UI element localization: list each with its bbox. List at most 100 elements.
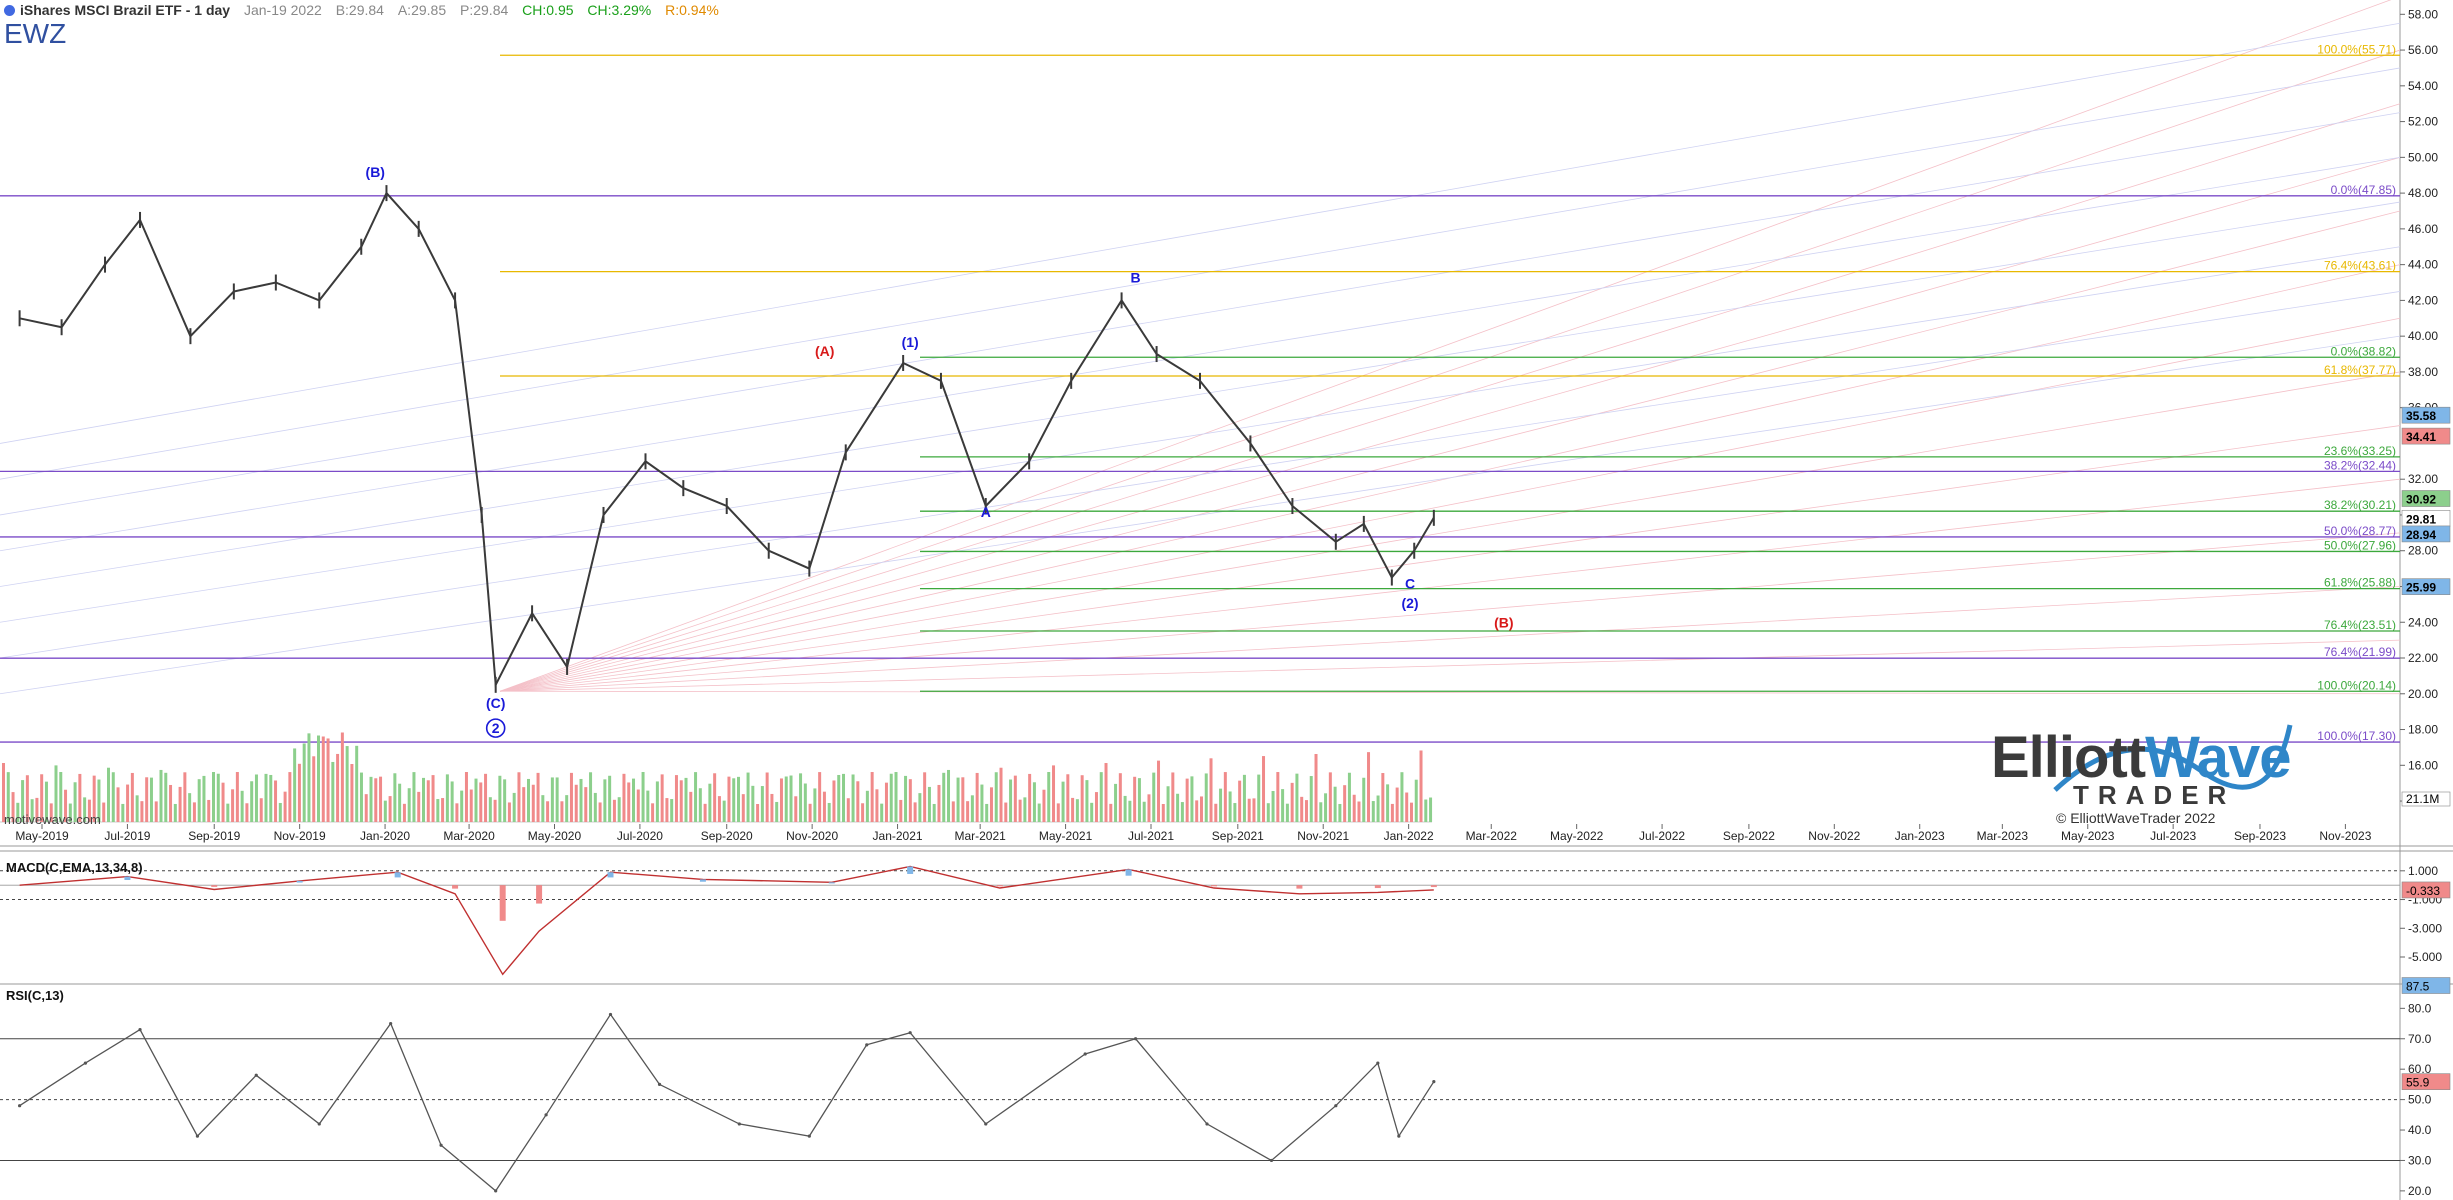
- volume-bar-16: [78, 773, 82, 822]
- price-marker-label-0: 34.41: [2406, 430, 2436, 444]
- volume-bar-72: [345, 746, 349, 822]
- watermark: motivewave.com: [4, 812, 101, 827]
- volume-bar-24: [116, 787, 120, 822]
- volume-bar-28: [135, 795, 139, 822]
- macd-histogram-bar-8: [607, 872, 614, 878]
- symbol-label: EWZ: [4, 18, 67, 49]
- volume-bar-132: [632, 778, 636, 822]
- volume-bar-107: [512, 792, 516, 822]
- wave-label-7: (B): [1494, 615, 1513, 631]
- price-marker-box-5: [2401, 578, 2451, 595]
- volume-bar-101: [484, 773, 488, 822]
- trend-line-4: [0, 156, 2401, 552]
- volume-bar-233: [1114, 783, 1118, 822]
- volume-bar-128: [612, 799, 616, 822]
- volume-bar-225: [1075, 799, 1079, 822]
- volume-bar-136: [651, 803, 655, 822]
- wave-label-2: (1): [902, 334, 919, 350]
- volume-bar-98: [469, 789, 473, 822]
- volume-bar-64: [307, 733, 311, 822]
- price-tick-label-16: 24.00: [2408, 615, 2438, 629]
- fan-line-7: [499, 317, 2401, 692]
- rsi-series-line: [19, 1013, 1435, 1192]
- time-tick-label-5: Mar-2020: [443, 829, 495, 843]
- volume-bar-251: [1199, 796, 1203, 822]
- fan-line-4: [499, 478, 2401, 692]
- macd-histogram-bar-12: [996, 885, 1003, 887]
- volume-bar-237: [1133, 776, 1137, 822]
- volume-bar-197: [942, 772, 946, 822]
- volume-bar-81: [388, 796, 392, 822]
- macd-histogram-bar-16: [1374, 885, 1381, 889]
- fib-label-5: 23.6%(33.25): [2324, 444, 2396, 458]
- volume-bar-263: [1257, 774, 1261, 822]
- time-tick-label-10: Jan-2021: [873, 829, 923, 843]
- volume-bar-103: [493, 799, 497, 822]
- volume-bar-282: [1347, 772, 1351, 822]
- volume-bar-126: [603, 779, 607, 822]
- volume-bar-204: [975, 772, 979, 822]
- volume-bar-84: [402, 803, 406, 822]
- volume-bar-131: [627, 782, 631, 822]
- volume-bar-189: [904, 775, 908, 822]
- macd-histogram-bar-11: [907, 866, 914, 874]
- volume-bar-260: [1242, 774, 1246, 822]
- volume-bar-266: [1271, 791, 1275, 822]
- volume-bar-37: [178, 786, 182, 822]
- volume-bar-2: [11, 792, 15, 822]
- price-marker-label-5: 25.99: [2406, 581, 2436, 595]
- volume-bar-120: [574, 784, 578, 822]
- fib-label-0: 100.0%(55.71): [2317, 42, 2396, 56]
- volume-bar-44: [212, 772, 216, 822]
- price-tick-label-14: 28.00: [2408, 544, 2438, 558]
- volume-bar-188: [899, 799, 903, 822]
- volume-bar-20: [97, 779, 101, 822]
- time-tick-label-0: May-2019: [15, 829, 69, 843]
- rsi-point-23: [1397, 1134, 1401, 1138]
- rsi-upper-label: 87.5: [2406, 980, 2430, 994]
- volume-bar-79: [379, 776, 383, 822]
- rsi-point-24: [1432, 1080, 1436, 1084]
- rsi-point-16: [984, 1122, 988, 1126]
- macd-histogram-bar-2: [211, 885, 218, 887]
- volume-bar-65: [312, 756, 316, 822]
- trend-line-3: [0, 201, 2401, 587]
- volume-bar-151: [722, 800, 726, 822]
- time-tick-label-4: Jan-2020: [360, 829, 410, 843]
- rsi-point-0: [18, 1104, 22, 1108]
- rsi-title: RSI(C,13): [6, 988, 64, 1003]
- volume-bar-172: [822, 791, 826, 822]
- price-tick-label-19: 18.00: [2408, 723, 2438, 737]
- fan-line-11: [499, 103, 2401, 692]
- volume-bar-141: [674, 775, 678, 822]
- volume-bar-203: [970, 795, 974, 822]
- volume-bar-193: [923, 772, 927, 822]
- quote-bid: B:29.84: [335, 2, 384, 18]
- rsi-point-22: [1376, 1061, 1380, 1065]
- volume-bar-158: [756, 803, 760, 822]
- volume-bar-93: [445, 774, 449, 822]
- volume-bar-192: [918, 793, 922, 822]
- volume-bar-293: [1400, 772, 1404, 822]
- volume-bar-212: [1013, 775, 1017, 822]
- logo-word-b: Wave: [2145, 725, 2291, 790]
- fan-line-0: [499, 690, 2401, 695]
- fan-line-1: [499, 639, 2401, 692]
- volume-bar-247: [1180, 802, 1184, 822]
- volume-bar-40: [192, 802, 196, 822]
- fib-label-6: 38.2%(32.44): [2324, 458, 2396, 472]
- volume-bar-229: [1094, 792, 1098, 822]
- quote-range: R:0.94%: [665, 2, 719, 18]
- volume-bar-25: [121, 803, 125, 822]
- volume-bar-146: [698, 788, 702, 822]
- volume-bar-34: [164, 772, 168, 822]
- logo-wave-icon: [2053, 724, 2293, 792]
- volume-bar-42: [202, 775, 206, 822]
- fib-label-9: 50.0%(27.96): [2324, 538, 2396, 552]
- volume-bar-286: [1367, 752, 1371, 822]
- volume-bar-77: [369, 776, 373, 822]
- trend-line-2: [0, 246, 2401, 623]
- time-tick-label-17: Mar-2022: [1466, 829, 1518, 843]
- volume-bar-60: [288, 772, 292, 822]
- logo-word-a: Elliott: [1991, 725, 2146, 790]
